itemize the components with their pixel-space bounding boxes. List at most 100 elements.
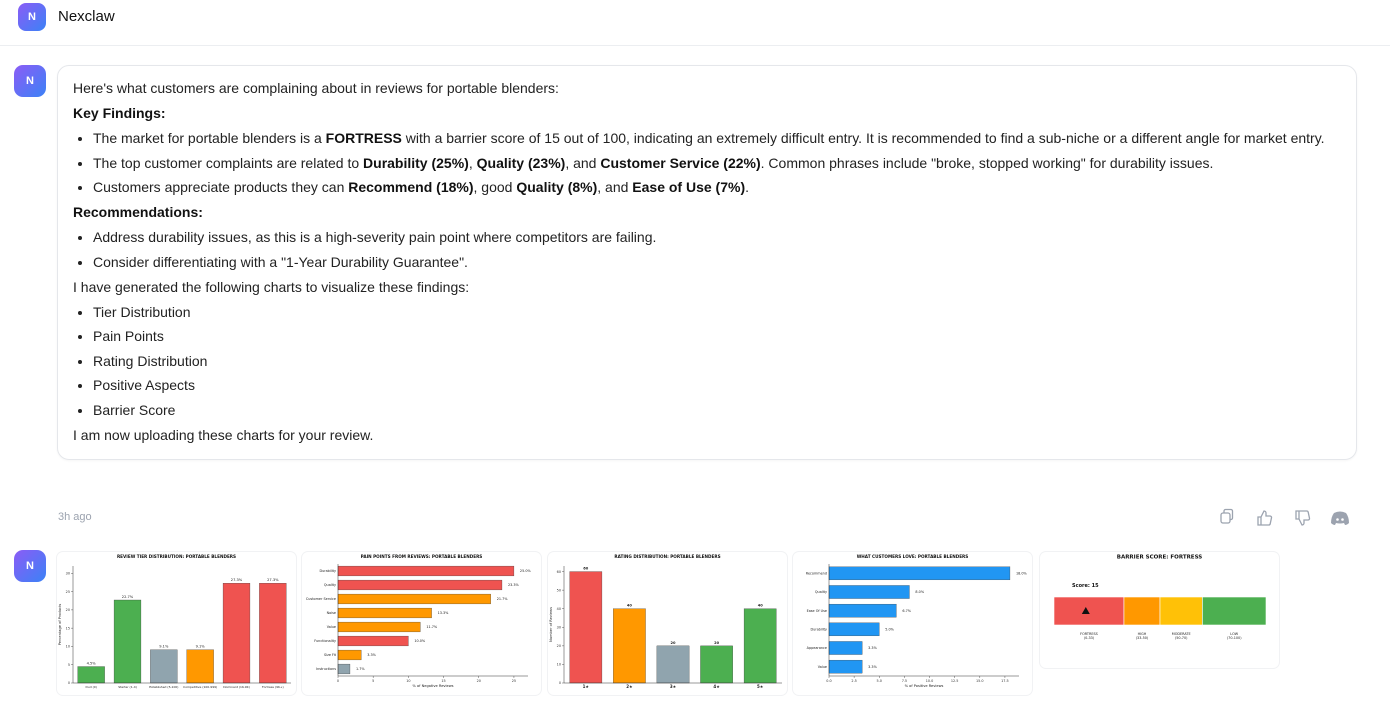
data-label: 9.1% — [159, 645, 169, 649]
chart-item: Pain Points — [93, 325, 1341, 348]
chart-thumbnail[interactable]: PAIN POINTS FROM REVIEWS: PORTABLE BLEND… — [302, 552, 541, 695]
heading: Key Findings: — [73, 105, 166, 121]
charts-list: Tier DistributionPain PointsRating Distr… — [73, 301, 1341, 422]
bar — [828, 585, 910, 599]
text: Consider differentiating with a "1-Year … — [93, 253, 468, 270]
text: The top customer complaints are related … — [93, 154, 364, 171]
gauge-segment — [1159, 596, 1203, 626]
data-label: 23.3% — [508, 583, 520, 587]
y-tick-label: Value — [818, 665, 827, 669]
data-label: 9.1% — [196, 645, 206, 649]
y-tick-label: 10 — [557, 663, 561, 667]
bar — [222, 583, 251, 684]
segment-name: MODERATE — [1172, 632, 1191, 636]
gauge-segment — [1053, 596, 1125, 626]
data-label: 5.0% — [885, 628, 894, 632]
discord-button[interactable] — [1331, 511, 1349, 526]
chart-thumbnail[interactable]: REVIEW TIER DISTRIBUTION: PORTABLE BLEND… — [57, 552, 296, 695]
app-title: Nexclaw — [58, 8, 115, 25]
bar — [613, 608, 646, 684]
y-tick-label: Instructions — [316, 667, 336, 671]
segment-range: (0-33) — [1084, 636, 1095, 640]
y-axis-label: Number of Reviews — [549, 607, 553, 642]
bar — [337, 593, 491, 605]
y-tick-label: 10 — [66, 645, 70, 649]
chart: BARRIER SCORE: FORTRESS Score: 15 FORTRESS… — [1053, 555, 1267, 640]
assistant-avatar: N — [14, 550, 46, 582]
x-tick-label: 17.5 — [1001, 679, 1009, 683]
data-label: 27.3% — [267, 578, 279, 582]
chart-item: Rating Distribution — [93, 350, 1341, 373]
data-label: 20 — [714, 641, 720, 645]
like-button[interactable] — [1257, 510, 1273, 526]
bold-text: Durability (25%) — [363, 154, 469, 171]
text: Customers appreciate products they can — [93, 179, 349, 195]
chart: PAIN POINTS FROM REVIEWS: PORTABLE BLEND… — [306, 554, 532, 688]
x-tick-label: Dominant (1K-9K) — [223, 685, 250, 689]
paragraph: I am now uploading these charts for your… — [73, 426, 374, 443]
data-label: 13.3% — [438, 611, 450, 615]
bold-text: Quality (8%) — [516, 179, 598, 195]
y-tick-label: Durability — [319, 569, 336, 573]
y-tick-label: Recommend — [806, 572, 827, 576]
bold-text: FORTRESS — [325, 130, 402, 146]
y-tick-label: 5 — [68, 663, 70, 667]
data-label: 10.0% — [414, 639, 426, 643]
copy-button[interactable] — [1220, 508, 1234, 524]
x-tick-label: 0.0 — [826, 679, 831, 683]
bar — [569, 571, 603, 684]
dislike-button[interactable] — [1295, 510, 1311, 526]
text: Address durability issues, as this is a … — [93, 229, 657, 245]
data-label: 40 — [758, 604, 764, 608]
bold-text: Ease of Use (7%) — [632, 179, 746, 195]
message-bubble: Here's what customers are complaining ab… — [57, 65, 1357, 460]
x-tick-label: Dud (0) — [86, 685, 97, 689]
bar — [828, 659, 863, 674]
text: , and — [565, 154, 601, 171]
findings-list: The market for portable blenders is a FO… — [73, 127, 1341, 199]
y-tick-label: 0 — [68, 681, 70, 685]
chart-thumbnail[interactable]: BARRIER SCORE: FORTRESS Score: 15 FORTRESS… — [1040, 552, 1279, 668]
chart: WHAT CUSTOMERS LOVE: PORTABLE BLENDERS 0.… — [806, 554, 1028, 688]
y-tick-label: 40 — [557, 607, 561, 611]
x-tick-label: 10.0 — [926, 679, 934, 683]
y-tick-label: Quality — [815, 590, 827, 594]
chart-thumbnail[interactable]: RATING DISTRIBUTION: PORTABLE BLENDERS Nu… — [548, 552, 787, 695]
segment-range: (33-50) — [1136, 636, 1149, 640]
x-tick-label: 7.5 — [902, 679, 907, 683]
chart-title: RATING DISTRIBUTION: PORTABLE BLENDERS — [614, 554, 720, 559]
bar — [337, 663, 351, 675]
heading: Recommendations: — [73, 204, 203, 220]
bar — [337, 565, 515, 577]
data-label: 27.3% — [231, 578, 243, 582]
y-tick-label: 20 — [66, 608, 70, 612]
bar — [150, 649, 178, 684]
x-tick-label: 15 — [441, 679, 445, 683]
bold-text: Customer Service (22%) — [600, 154, 761, 171]
data-label: 3.3% — [868, 665, 877, 669]
data-label: 22.7% — [122, 595, 134, 599]
y-tick-label: 30 — [557, 625, 561, 629]
x-tick-label: 25 — [512, 679, 516, 683]
x-tick-label: 5★ — [757, 684, 764, 689]
text: with a barrier score of 15 out of 100, i… — [401, 130, 1325, 146]
chart-thumbnail[interactable]: WHAT CUSTOMERS LOVE: PORTABLE BLENDERS 0.… — [793, 552, 1032, 695]
text: . — [745, 179, 749, 195]
bar — [700, 645, 733, 684]
bar — [337, 649, 362, 661]
chart-title: WHAT CUSTOMERS LOVE: PORTABLE BLENDERS — [857, 554, 969, 559]
x-tick-label: Fortress (9K+) — [262, 685, 284, 689]
gauge-segment — [1202, 596, 1267, 626]
y-tick-label: Durability — [810, 628, 827, 632]
x-tick-label: 15.0 — [976, 679, 984, 683]
segment-name: LOW — [1230, 632, 1238, 636]
recommendation: Consider differentiating with a "1-Year … — [93, 251, 1341, 274]
y-tick-label: 25 — [66, 590, 70, 594]
score-label: Score: 15 — [1072, 583, 1099, 589]
y-tick-label: Ease Of Use — [807, 609, 827, 613]
bar — [77, 666, 105, 684]
x-axis-label: % of Positive Reviews — [905, 684, 944, 688]
segment-name: FORTRESS — [1080, 632, 1098, 636]
bar — [259, 583, 287, 684]
